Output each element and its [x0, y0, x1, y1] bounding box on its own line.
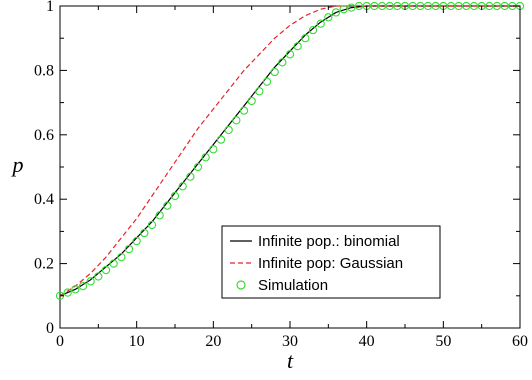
- ticks-layer: 0 10 20 30 40 50 60 0 0.2 0.4 0.6 0.8 1: [34, 0, 528, 350]
- x-axis-label: t: [287, 348, 294, 373]
- legend-box: [221, 225, 441, 299]
- x-tick-label: 60: [512, 333, 528, 350]
- simulation-point: [170, 191, 180, 201]
- simulation-point: [347, 3, 356, 12]
- legend-label-simulation: Simulation: [258, 277, 328, 294]
- simulation-point: [71, 285, 80, 294]
- simulation-point: [316, 19, 325, 28]
- y-axis-label: p: [11, 152, 24, 177]
- simulation-point: [163, 201, 172, 210]
- simulation-point: [209, 145, 218, 154]
- simulation-point: [262, 77, 272, 86]
- simulation-point: [117, 253, 126, 262]
- y-tick-label: 0: [46, 320, 54, 337]
- simulation-point: [339, 5, 348, 14]
- simulation-point: [308, 25, 318, 35]
- simulation-point: [193, 162, 203, 172]
- simulation-point: [239, 106, 249, 115]
- simulation-point: [178, 182, 187, 191]
- x-tick-label: 20: [205, 333, 221, 350]
- simulation-point: [224, 125, 233, 135]
- x-tick-label: 30: [282, 333, 298, 350]
- simulation-point: [186, 172, 195, 181]
- simulation-point: [255, 87, 264, 96]
- simulation-point: [155, 211, 164, 220]
- simulation-point: [147, 220, 157, 230]
- legend-swatch-simulation: [236, 280, 246, 290]
- legend: Infinite pop.: binomial Infinite pop: Ga…: [221, 225, 441, 299]
- legend-label-gaussian: Infinite pop: Gaussian: [258, 255, 403, 272]
- y-tick-label: 1: [46, 0, 54, 15]
- simulation-point: [270, 67, 279, 77]
- y-tick-label: 0.4: [34, 191, 54, 208]
- simulation-point: [216, 135, 226, 144]
- y-tick-label: 0.8: [34, 62, 54, 79]
- simulation-point: [86, 277, 95, 286]
- simulation-point: [285, 50, 295, 59]
- simulation-point: [140, 228, 149, 238]
- gaussian-line: [59, 5, 520, 297]
- simulation-point: [63, 288, 72, 297]
- simulation-point: [94, 272, 103, 281]
- simulation-point: [278, 58, 287, 67]
- simulation-point: [101, 265, 111, 275]
- simulation-point: [201, 153, 210, 162]
- y-tick-label: 0.2: [34, 256, 54, 273]
- y-tick-label: 0.6: [34, 127, 54, 144]
- simulation-point: [78, 281, 88, 291]
- simulation-point: [132, 236, 141, 246]
- x-tick-label: 50: [435, 333, 451, 350]
- simulation-point: [124, 244, 134, 254]
- legend-label-binomial: Infinite pop.: binomial: [258, 233, 400, 250]
- simulation-point: [247, 96, 256, 106]
- simulation-point: [109, 259, 118, 268]
- x-tick-label: 10: [129, 333, 145, 350]
- x-tick-label: 0: [56, 333, 64, 350]
- simulation-point: [324, 13, 333, 22]
- simulation-point: [232, 116, 241, 125]
- simulation-point: [331, 8, 341, 17]
- x-tick-label: 40: [359, 333, 375, 350]
- simulation-point: [293, 42, 302, 51]
- simulation-point: [301, 34, 310, 43]
